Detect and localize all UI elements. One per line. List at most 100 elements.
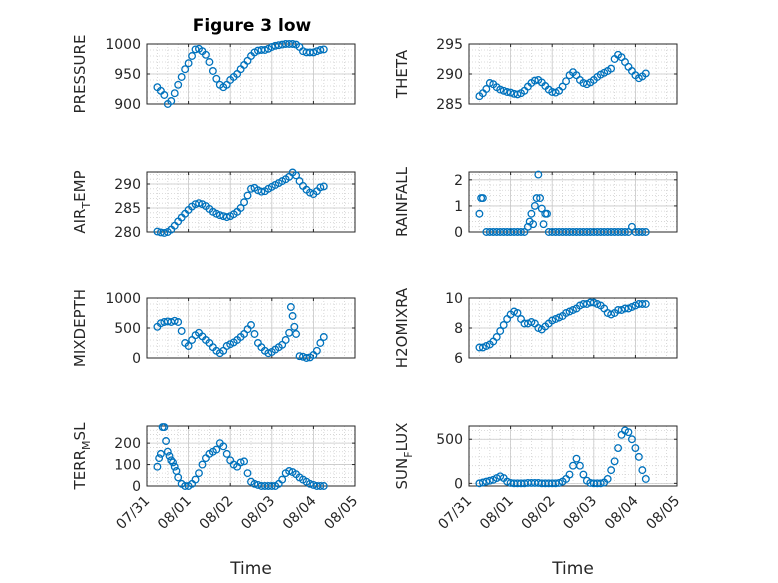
data-point — [513, 90, 522, 99]
data-point — [184, 342, 193, 350]
data-point — [170, 316, 179, 325]
data-point — [312, 47, 321, 56]
data-point — [638, 466, 647, 475]
data-point — [551, 479, 560, 488]
data-point — [222, 213, 231, 222]
y-tick-label: 295 — [436, 37, 463, 53]
y-axis-label-subscript: F — [402, 451, 415, 457]
data-point — [215, 211, 224, 220]
figure-title: Figure 3 low — [193, 16, 312, 36]
data-point — [319, 182, 328, 191]
y-tick-label: 285 — [436, 97, 463, 113]
data-point — [198, 460, 207, 469]
y-tick-label: 0 — [132, 479, 141, 495]
data-point — [267, 43, 276, 51]
data-point — [184, 59, 193, 68]
data-point — [278, 475, 287, 484]
data-point — [195, 469, 203, 478]
x-axis-label: Time — [551, 559, 594, 579]
data-point — [250, 330, 259, 338]
data-point — [503, 477, 512, 486]
data-point — [292, 171, 301, 180]
data-point — [177, 73, 186, 81]
data-point — [316, 482, 325, 490]
data-point — [527, 209, 536, 218]
data-point — [167, 456, 176, 465]
grid — [146, 172, 356, 233]
data-point — [295, 352, 304, 361]
y-axis-label-rest: SL — [71, 422, 89, 441]
data-point — [558, 82, 567, 91]
data-point — [638, 300, 647, 308]
data-point — [562, 77, 571, 86]
data-point — [499, 86, 508, 95]
data-point — [156, 449, 165, 458]
data-point — [240, 457, 249, 466]
data-point — [638, 228, 647, 236]
subplot-mixdepth: 0 500 1000 MIXDEPTH — [71, 289, 356, 367]
data-point — [286, 303, 295, 311]
series-markers — [475, 298, 650, 352]
data-point — [506, 88, 515, 97]
y-axis-label-main: TERR — [71, 450, 89, 491]
data-point — [503, 88, 512, 96]
y-tick-label: 290 — [114, 177, 141, 193]
data-point — [288, 312, 297, 320]
data-point — [160, 91, 169, 99]
y-axis-label: SUNFLUX — [393, 423, 415, 490]
data-point — [485, 476, 494, 485]
data-point — [236, 204, 245, 212]
y-tick-label: 500 — [436, 432, 463, 448]
data-point — [240, 198, 249, 207]
data-point — [634, 452, 643, 461]
data-point — [191, 475, 200, 484]
data-point — [316, 46, 325, 54]
data-point — [627, 435, 636, 444]
data-point — [499, 321, 508, 329]
data-point — [288, 40, 297, 48]
data-point — [610, 457, 619, 466]
data-point — [530, 201, 539, 210]
data-point — [596, 479, 605, 488]
y-tick-label: 0 — [454, 225, 463, 241]
series-markers — [475, 426, 650, 488]
grid — [468, 172, 678, 233]
data-point — [302, 354, 311, 362]
data-point — [475, 479, 484, 488]
data-point — [212, 445, 221, 454]
data-point — [243, 469, 252, 478]
y-tick-label: 200 — [114, 436, 141, 452]
data-point — [478, 478, 487, 487]
data-point — [520, 228, 529, 236]
y-tick-label: 1000 — [105, 37, 141, 53]
y-axis-label-rest: LUX — [393, 423, 411, 452]
y-tick-label: 8 — [454, 321, 463, 337]
data-point — [260, 46, 269, 54]
data-point — [627, 222, 636, 231]
data-point — [621, 228, 629, 236]
data-point — [181, 482, 190, 490]
data-point — [579, 470, 588, 479]
y-axis-label: RAINFALL — [393, 166, 411, 237]
data-point — [492, 333, 501, 341]
series-markers — [153, 303, 328, 362]
data-point — [281, 336, 290, 344]
y-tick-label: 285 — [114, 201, 141, 217]
y-axis-label: THETA — [393, 49, 411, 99]
series-markers — [153, 168, 328, 237]
data-point — [316, 339, 325, 347]
data-point — [162, 437, 171, 445]
data-point — [572, 454, 581, 463]
data-point — [513, 309, 522, 317]
data-point — [243, 191, 252, 200]
data-point — [319, 482, 328, 490]
data-point — [624, 428, 633, 437]
data-point — [539, 220, 548, 229]
y-axis-label: MIXDEPTH — [71, 289, 89, 367]
data-point — [205, 58, 214, 66]
data-point — [316, 183, 325, 192]
data-point — [475, 209, 484, 218]
data-point — [181, 65, 190, 74]
data-point — [195, 199, 203, 208]
